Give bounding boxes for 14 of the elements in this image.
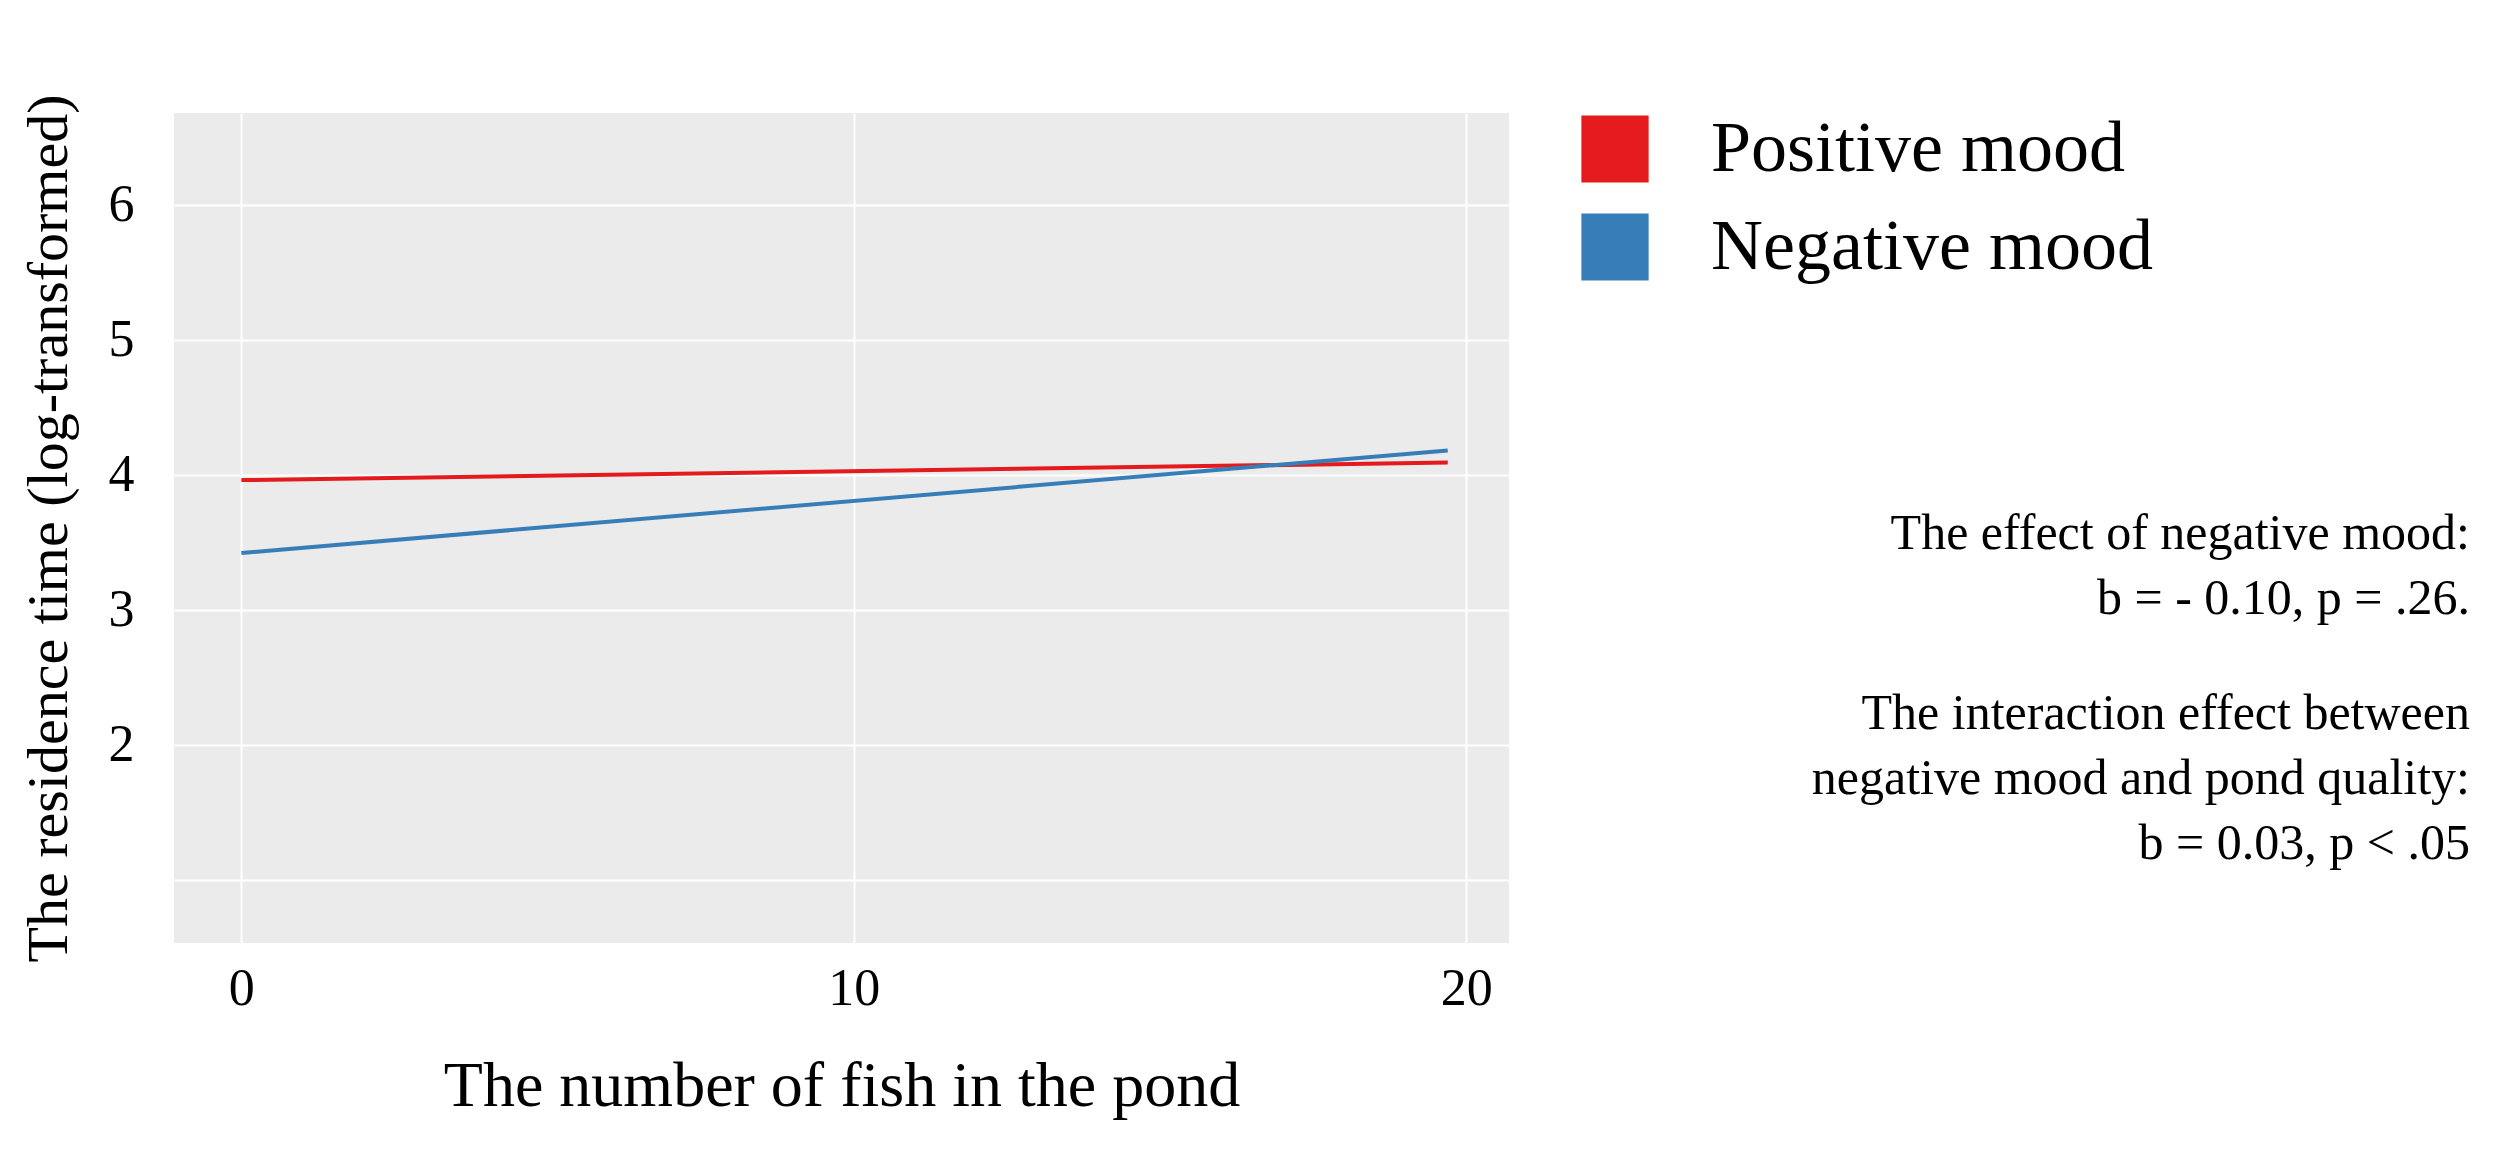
x-tick-label: 20	[1440, 958, 1493, 1016]
y-axis-title: The residence time (log-transformed)	[14, 94, 80, 963]
y-tick-label: 2	[108, 715, 135, 773]
text: The interaction effect between negative mood and pond quality: b = 0.03, p < .05	[1810, 683, 2470, 872]
x-axis-title: The number of fish in the pond	[443, 1048, 1241, 1120]
x-tick-label: 0	[228, 958, 255, 1016]
y-tick-label: 3	[108, 580, 135, 638]
legend-label: Negative mood	[1711, 205, 2153, 285]
y-tick-label: 5	[108, 310, 135, 368]
y-tick-label: 6	[108, 175, 135, 233]
text: The effect of negative mood: b = - 0.10, p = .26.	[1889, 503, 2470, 627]
legend-label: Positive mood	[1711, 107, 2126, 187]
y-tick-label: 4	[108, 445, 135, 503]
x-tick-label: 10	[828, 958, 881, 1016]
